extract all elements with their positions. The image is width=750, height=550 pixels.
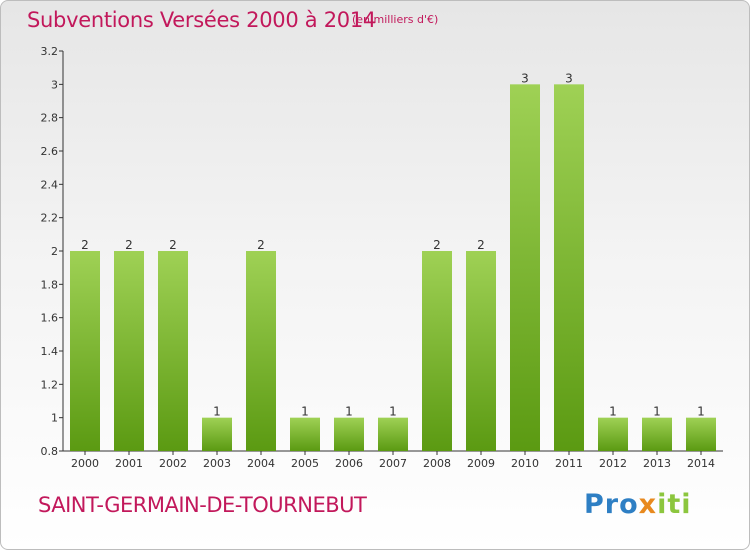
- bar: [686, 417, 716, 451]
- x-tick-label: 2013: [643, 457, 671, 470]
- bar: [422, 251, 452, 451]
- bar-value-label: 1: [345, 405, 353, 419]
- x-tick-label: 2005: [291, 457, 319, 470]
- bar: [334, 417, 364, 451]
- y-tick-label: 1.2: [41, 378, 59, 391]
- x-tick-label: 2011: [555, 457, 583, 470]
- logo-part-pro: Pro: [584, 489, 639, 520]
- bar: [378, 417, 408, 451]
- bar: [70, 251, 100, 451]
- bar: [510, 84, 540, 451]
- bar-value-label: 1: [213, 405, 221, 419]
- logo-part-x: x: [638, 489, 658, 520]
- bar-value-label: 1: [653, 405, 661, 419]
- bar-value-label: 2: [125, 238, 133, 252]
- x-tick-label: 2007: [379, 457, 407, 470]
- bar: [466, 251, 496, 451]
- x-tick-label: 2009: [467, 457, 495, 470]
- x-tick-label: 2003: [203, 457, 231, 470]
- bar-value-label: 2: [477, 238, 485, 252]
- bar-value-label: 1: [609, 405, 617, 419]
- bar-value-label: 2: [433, 238, 441, 252]
- x-tick-label: 2006: [335, 457, 363, 470]
- logo-part-iti: iti: [657, 489, 692, 520]
- y-tick-label: 3.2: [41, 45, 59, 58]
- chart-unit: (en milliers d'€): [352, 13, 439, 26]
- bar: [598, 417, 628, 451]
- bar: [554, 84, 584, 451]
- y-tick-label: 1.6: [41, 312, 59, 325]
- x-tick-label: 2001: [115, 457, 143, 470]
- y-tick-label: 1.4: [41, 345, 59, 358]
- y-tick-label: 3: [51, 78, 58, 91]
- x-tick-label: 2000: [71, 457, 99, 470]
- y-tick-label: 2: [51, 245, 58, 258]
- bar: [202, 417, 232, 451]
- bar: [290, 417, 320, 451]
- y-tick-label: 2.2: [41, 212, 59, 225]
- x-tick-label: 2010: [511, 457, 539, 470]
- bar-value-label: 2: [81, 238, 89, 252]
- commune-name: SAINT-GERMAIN-DE-TOURNEBUT: [38, 493, 367, 517]
- bar: [642, 417, 672, 451]
- bar-value-label: 2: [169, 238, 177, 252]
- x-tick-label: 2004: [247, 457, 275, 470]
- bar: [158, 251, 188, 451]
- x-tick-label: 2014: [687, 457, 715, 470]
- bar-value-label: 2: [257, 238, 265, 252]
- x-tick-label: 2008: [423, 457, 451, 470]
- bar-value-label: 1: [389, 405, 397, 419]
- proxiti-logo[interactable]: Proxiti: [584, 489, 692, 520]
- y-tick-label: 1.8: [41, 278, 59, 291]
- x-tick-label: 2002: [159, 457, 187, 470]
- y-tick-label: 0.8: [41, 445, 59, 458]
- bar-value-label: 3: [565, 71, 573, 85]
- bar: [114, 251, 144, 451]
- y-tick-label: 2.6: [41, 145, 59, 158]
- chart-title: Subventions Versées 2000 à 2014: [27, 8, 376, 32]
- bar: [246, 251, 276, 451]
- bar-value-label: 1: [301, 405, 309, 419]
- y-tick-label: 2.4: [41, 178, 59, 191]
- bar-value-label: 1: [697, 405, 705, 419]
- bar-value-label: 3: [521, 71, 529, 85]
- y-tick-label: 1: [51, 412, 58, 425]
- y-tick-label: 2.8: [41, 112, 59, 125]
- x-tick-label: 2012: [599, 457, 627, 470]
